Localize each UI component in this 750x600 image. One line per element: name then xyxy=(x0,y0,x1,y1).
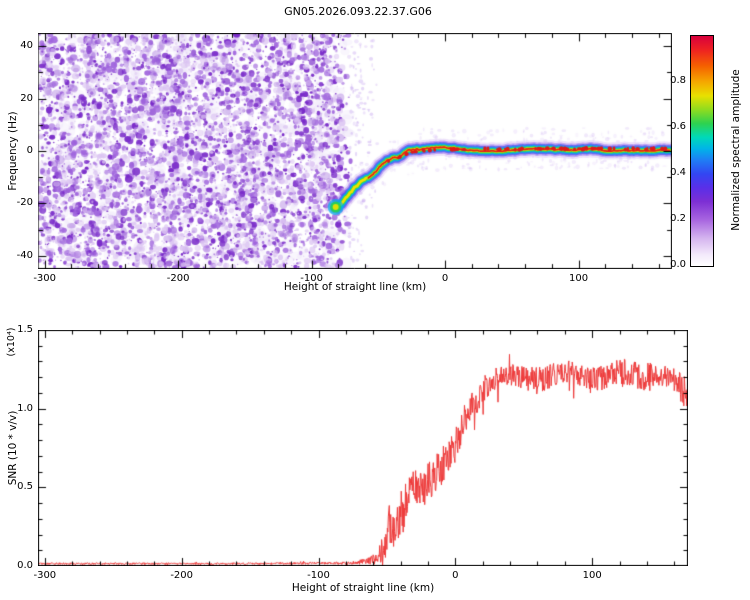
snr-x-tick-label: -200 xyxy=(170,570,194,581)
snr-y-tick-label: 0.5 xyxy=(17,481,33,493)
spectrogram-y-tick-label: 40 xyxy=(20,40,33,52)
spectrogram-x-tick-label: -300 xyxy=(33,273,57,284)
colorbar-gradient xyxy=(691,36,713,266)
spectrogram-y-tick-label: -20 xyxy=(16,197,33,209)
colorbar-tick-label: 0.6 xyxy=(670,121,686,132)
colorbar-label: Normalized spectral amplitude xyxy=(730,69,742,231)
snr-y-tick-label: 0.0 xyxy=(17,560,33,571)
snr-x-tick-label: -100 xyxy=(307,570,330,581)
spectrogram-x-tick-label: 100 xyxy=(569,273,589,284)
colorbar-tick-label: 0.0 xyxy=(670,259,686,270)
spectrogram-x-tick-label: -100 xyxy=(300,273,323,284)
spectrogram-canvas xyxy=(38,33,672,269)
spectrogram-x-tick-label: -200 xyxy=(166,273,190,284)
spectrogram-x-tick-label: 0 xyxy=(441,273,449,284)
snr-y-tick-label: 1.5 xyxy=(17,324,33,335)
spectrogram-y-tick-label: -40 xyxy=(16,249,33,261)
snr-y-tick-label: 1.0 xyxy=(17,402,33,414)
colorbar-tick-label: 0.8 xyxy=(670,75,686,86)
spectrogram-y-tick-label: 20 xyxy=(20,92,33,104)
spectrogram-panel xyxy=(38,33,672,269)
colorbar-tick-label: 0.2 xyxy=(670,213,686,224)
snr-xlabel: Height of straight line (km) xyxy=(291,582,435,594)
snr-x-tick-label: -300 xyxy=(33,570,57,581)
colorbar-tick-label: 0.4 xyxy=(670,167,686,178)
spectrogram-ylabel: Frequency (Hz) xyxy=(7,111,19,191)
snr-panel xyxy=(38,330,688,566)
snr-x-tick-label: 100 xyxy=(582,570,602,581)
snr-x-tick-label: 0 xyxy=(452,570,459,581)
chart-title: GN05.2026.093.22.37.G06 xyxy=(284,5,432,18)
colorbar xyxy=(690,35,714,267)
snr-ylabel: SNR (10 * v/v) xyxy=(7,410,19,486)
spectrogram-xlabel: Height of straight line (km) xyxy=(283,281,427,293)
snr-canvas xyxy=(38,330,688,566)
spectrogram-y-tick-label: 0 xyxy=(26,145,33,156)
